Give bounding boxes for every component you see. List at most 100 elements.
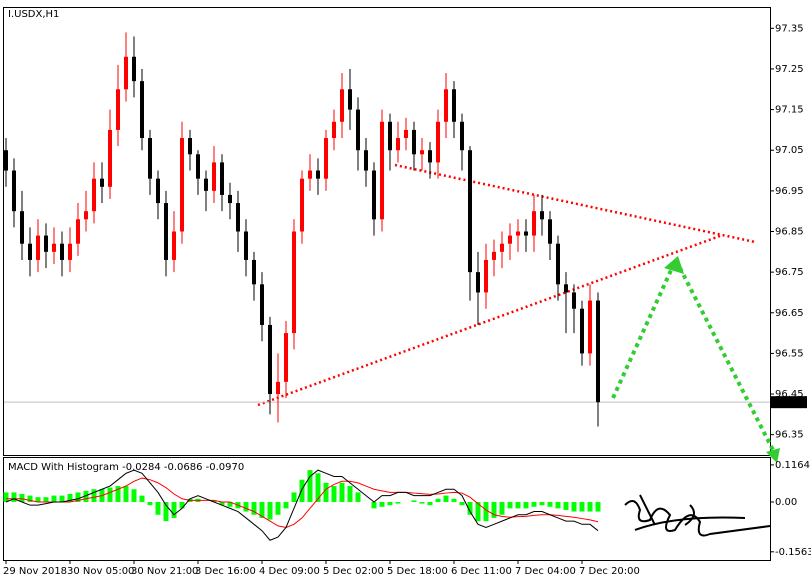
histogram-bar: [67, 494, 73, 502]
histogram-bar: [563, 501, 569, 510]
histogram-bar: [83, 490, 89, 502]
candle-body: [212, 162, 216, 191]
histogram-bar: [371, 501, 377, 509]
histogram-bar: [275, 501, 281, 515]
y-tick-label: 96.85: [775, 227, 804, 238]
y-tick-label: 96.75: [775, 267, 804, 278]
histogram-bar: [443, 495, 449, 502]
histogram-bar: [507, 501, 513, 509]
histogram-bar: [147, 501, 153, 506]
y-tick-label: 96.95: [775, 186, 804, 197]
histogram-bar: [107, 487, 113, 502]
signal-line: [6, 477, 599, 529]
histogram-bar: [171, 501, 177, 518]
histogram-bar: [155, 501, 161, 515]
x-tick-label: 30 Nov 21:00: [131, 566, 198, 577]
histogram-bar: [411, 500, 417, 502]
candle-body: [60, 243, 64, 260]
candle-body: [316, 170, 320, 179]
histogram-bar: [179, 501, 185, 509]
candle-body: [452, 89, 456, 122]
candle-body: [84, 211, 88, 220]
histogram-bar: [451, 498, 457, 502]
arrow-down: [678, 267, 775, 451]
forecast-arrows: [611, 256, 780, 463]
candle-body: [124, 56, 128, 90]
histogram-bar: [515, 501, 521, 509]
candle-body: [508, 235, 512, 244]
candle-body: [12, 170, 16, 212]
candle-body: [260, 284, 264, 325]
histogram-bar: [379, 501, 385, 507]
candle-body: [596, 300, 600, 403]
histogram-bar: [43, 497, 49, 502]
histogram-bar: [59, 495, 65, 502]
candle-body: [572, 292, 576, 309]
histogram-bar: [475, 501, 481, 522]
candle-body: [236, 203, 240, 232]
histogram-bar: [331, 486, 337, 502]
histogram-bar: [227, 501, 233, 507]
chart-title: I.USDX,H1: [8, 9, 59, 20]
histogram-bar: [139, 495, 145, 502]
x-tick-label: 7 Dec 20:00: [579, 566, 640, 577]
current-price-box: [771, 396, 807, 409]
histogram-bar: [491, 501, 497, 518]
y-tick-label: 97.25: [775, 64, 804, 75]
candle-body: [340, 89, 344, 122]
candle-body: [556, 243, 560, 285]
candle-body: [460, 121, 464, 151]
arrowhead-up: [664, 256, 684, 274]
candle-body: [20, 211, 24, 244]
histogram-bar: [595, 501, 601, 512]
histogram-bar: [387, 501, 393, 506]
x-tick-label: 30 Nov 05:00: [67, 566, 134, 577]
candle-body: [492, 251, 496, 260]
histogram-bar: [131, 489, 137, 502]
histogram-bar: [259, 501, 265, 518]
macd-title: MACD With Histogram -0.0284 -0.0686 -0.0…: [8, 462, 244, 473]
candle-body: [332, 121, 336, 139]
y-tick-label: 96.45: [775, 389, 804, 400]
histogram-bar: [115, 486, 121, 502]
candle-body: [252, 259, 256, 285]
histogram-bar: [323, 482, 329, 502]
histogram-bar: [467, 501, 473, 515]
histogram-bar: [35, 497, 41, 502]
histogram-bar: [163, 501, 169, 522]
candle-body: [580, 308, 584, 354]
candle-body: [36, 235, 40, 260]
candle-body: [172, 231, 176, 260]
candle-body: [300, 178, 304, 232]
histogram-bar: [395, 501, 401, 504]
histogram-bar: [523, 501, 529, 509]
candle-body: [4, 150, 8, 171]
candle-body: [204, 178, 208, 191]
candle-body: [108, 129, 112, 187]
candle-body: [588, 300, 592, 354]
histogram-bar: [75, 492, 81, 502]
candle-body: [148, 138, 152, 179]
histogram-bar: [315, 473, 321, 502]
histogram-bar: [91, 489, 97, 502]
histogram-bar: [3, 492, 9, 502]
candle-body: [548, 219, 552, 244]
y-tick-label: 96.55: [775, 348, 804, 359]
candle-body: [564, 284, 568, 293]
candle-body: [196, 154, 200, 179]
histogram-bar: [11, 492, 17, 502]
y-tick-label: 97.15: [775, 105, 804, 116]
candle-body: [468, 150, 472, 273]
histogram-bar: [355, 492, 361, 502]
histogram-bar: [27, 495, 33, 502]
candle-body: [444, 89, 448, 122]
candle-body: [76, 219, 80, 244]
candle-body: [284, 333, 288, 382]
histogram-bar: [555, 501, 561, 509]
candle-body: [348, 89, 352, 110]
histogram-bar: [419, 501, 425, 504]
candle-body: [540, 211, 544, 220]
histogram-bar: [211, 500, 217, 502]
histogram-bar: [571, 501, 577, 512]
